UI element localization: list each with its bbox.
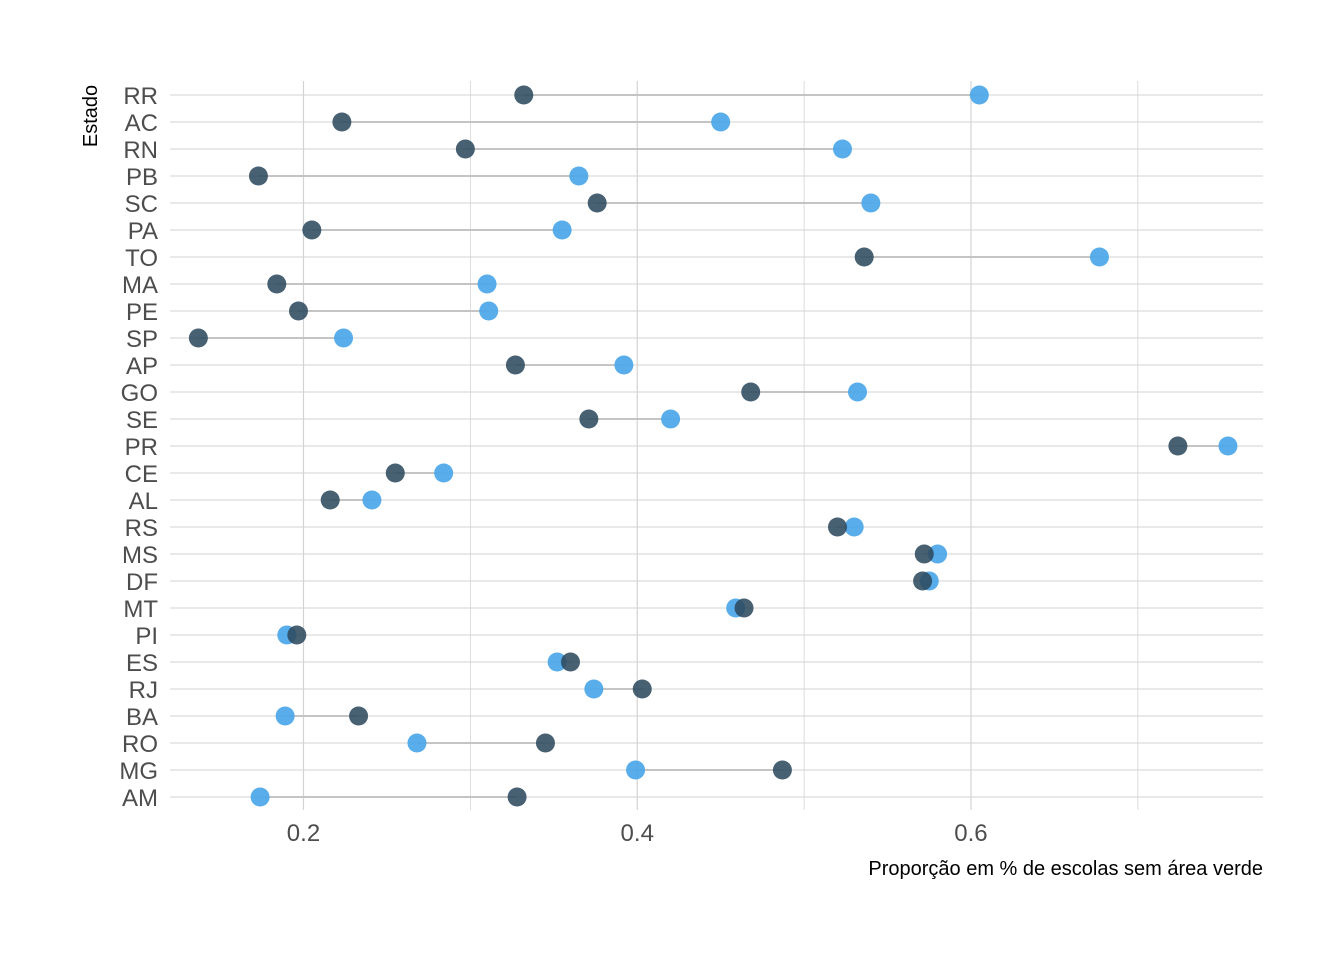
point-light [477,274,497,294]
y-tick-label: PE [126,299,158,326]
y-tick-label: AP [126,353,158,380]
x-tick-label: 0.6 [954,820,987,847]
point-dark [560,652,580,672]
x-tick-label: 0.2 [287,820,320,847]
y-tick-label: PR [125,434,158,461]
y-tick-label: AM [122,785,158,812]
grid-layer [170,81,1263,810]
point-dark [267,274,287,294]
y-tick-label: MA [122,272,158,299]
point-light [969,85,989,105]
point-light [614,355,634,375]
point-dark [741,382,761,402]
point-dark [772,760,792,780]
y-tick-label: CE [125,461,158,488]
point-dark [349,706,369,726]
point-light [547,652,567,672]
point-dark [332,112,352,132]
tick-label-layer: RRACRNPBSCPATOMAPESPAPGOSEPRCEALRSMSDFMT… [119,83,987,847]
point-light [626,760,646,780]
point-dark [535,733,555,753]
point-light [848,382,868,402]
point-light [1089,247,1109,267]
point-light [569,166,589,186]
point-light [844,517,864,537]
y-tick-label: PB [126,164,158,191]
point-dark [514,85,534,105]
point-dark [587,193,607,213]
point-layer [188,85,1238,807]
point-light [832,139,852,159]
y-tick-label: ES [126,650,158,677]
point-dark [507,787,527,807]
y-tick-label: TO [125,245,158,272]
x-tick-label: 0.4 [621,820,654,847]
point-dark [854,247,874,267]
point-light [584,679,604,699]
point-dark [734,598,754,618]
point-dark [288,301,308,321]
point-dark [385,463,405,483]
point-dark [632,679,652,699]
y-tick-label: MT [123,596,158,623]
point-dark [827,517,847,537]
y-tick-label: RN [123,137,158,164]
y-tick-label: MS [122,542,158,569]
point-light [711,112,731,132]
point-dark [505,355,525,375]
point-dark [1168,436,1188,456]
y-tick-label: RS [125,515,158,542]
y-tick-label: RR [123,83,158,110]
point-light [362,490,382,510]
point-dark [455,139,475,159]
point-dark [302,220,322,240]
point-light [928,544,948,564]
y-tick-label: GO [121,380,158,407]
y-tick-label: SP [126,326,158,353]
point-light [552,220,572,240]
point-dark [579,409,599,429]
x-axis-title: Proporção em % de escolas sem área verde [868,858,1263,880]
point-dark [913,571,933,591]
point-light [407,733,427,753]
y-tick-label: DF [126,569,158,596]
y-tick-label: RJ [129,677,158,704]
y-tick-label: PI [135,623,158,650]
y-tick-label: SC [125,191,158,218]
point-dark [914,544,934,564]
point-dark [320,490,340,510]
y-tick-label: AC [125,110,158,137]
y-tick-label: SE [126,407,158,434]
point-dark [287,625,307,645]
y-axis-title: Estado [80,85,102,147]
y-tick-label: RO [122,731,158,758]
point-dark [248,166,268,186]
point-light [434,463,454,483]
point-light [661,409,681,429]
point-light [1218,436,1238,456]
point-light [479,301,499,321]
y-tick-label: MG [119,758,158,785]
point-dark [188,328,208,348]
point-light [334,328,354,348]
y-tick-label: PA [128,218,158,245]
point-light [250,787,270,807]
point-light [275,706,295,726]
point-light [861,193,881,213]
y-tick-label: BA [126,704,158,731]
y-tick-label: AL [129,488,158,515]
